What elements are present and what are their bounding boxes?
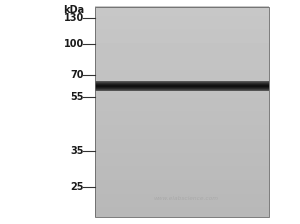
- Text: 130: 130: [64, 13, 84, 23]
- Text: 25: 25: [70, 182, 84, 192]
- Text: 70: 70: [70, 70, 84, 80]
- Text: 35: 35: [70, 146, 84, 156]
- Text: kDa: kDa: [63, 5, 84, 15]
- Text: 100: 100: [64, 39, 84, 49]
- Bar: [94, 7, 268, 217]
- Text: 55: 55: [70, 93, 84, 102]
- Text: www.elabscience.com: www.elabscience.com: [154, 196, 218, 201]
